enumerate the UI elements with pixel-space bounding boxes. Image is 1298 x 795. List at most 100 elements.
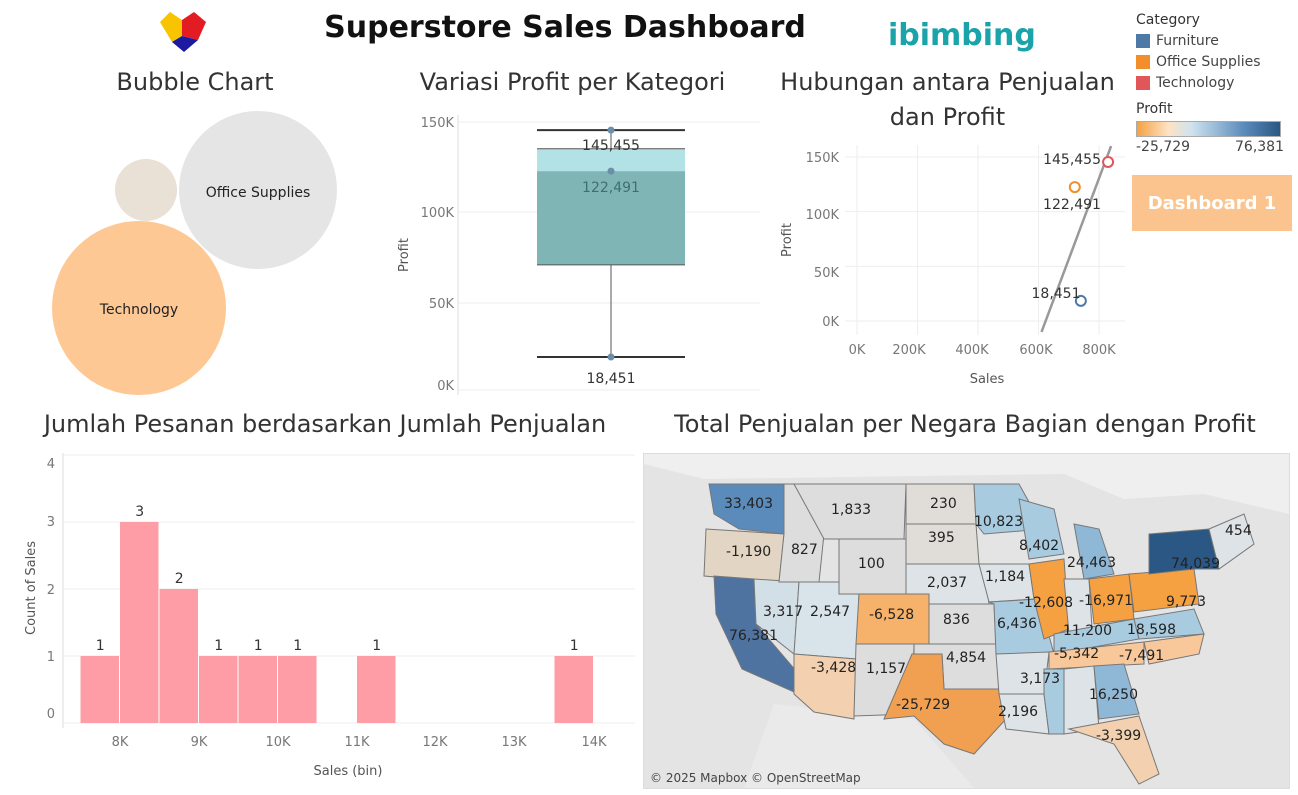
scatter-label-office-supplies: 122,491 [1043,197,1101,213]
x-tick: 11K [344,735,370,750]
state-WA[interactable] [708,483,790,535]
state-label: 454 [1225,523,1252,539]
x-tick: 14K [581,735,607,750]
scatter-chart: 150K 100K 50K 0K 0K 200K 400K 600K 800K … [780,145,1125,387]
x-tick: 800K [1082,343,1116,358]
histogram-bar-label: 1 [96,638,105,654]
bubble-office-supplies[interactable] [179,111,337,269]
bubble-label-technology: Technology [99,302,178,318]
state-GA[interactable] [1093,663,1140,720]
scatter-point-furniture[interactable] [1074,294,1087,307]
histogram-bar[interactable] [159,589,199,723]
boxplot-point-1[interactable] [607,167,615,175]
profit-legend-title: Profit [1136,101,1173,117]
y-tick: 50K [429,297,455,312]
state-TN[interactable] [1048,641,1145,670]
scatter-point-technology[interactable] [1102,155,1115,168]
y-tick: 0K [822,315,839,330]
dashboard-title: Superstore Sales Dashboard [324,10,806,45]
histogram-y-axis-label: Count of Sales [24,541,39,635]
profit-legend-max: 76,381 [1235,139,1284,155]
company-logo [158,10,208,55]
profit-legend-min: -25,729 [1136,139,1191,155]
scatter-grid [845,145,1125,335]
histogram-bar-label: 1 [570,638,579,654]
state-FL[interactable] [1067,715,1160,785]
y-tick: 4 [47,457,55,472]
usa-map[interactable]: 33,403 1,833 230 10,823 -1,190 827 395 8… [643,453,1290,789]
boxplot-lower-box[interactable] [537,171,685,265]
state-label: 827 [791,542,818,558]
bubble-technology[interactable] [52,221,226,395]
boxplot-chart: 150K 100K 50K 0K Profit 145,455 122,491 … [397,115,760,395]
boxplot-title: Variasi Profit per Kategori [419,68,726,96]
state-label: 2,547 [810,604,851,620]
x-tick: 0K [849,343,866,358]
map-attribution[interactable]: © 2025 Mapbox © OpenStreetMap [650,771,861,785]
state-label: -16,971 [1079,593,1134,609]
state-WI[interactable] [1018,498,1065,560]
state-MS[interactable] [1043,668,1065,735]
scatter-y-axis-label: Profit [780,223,795,257]
state-AZ[interactable] [793,653,857,720]
x-tick: 600K [1019,343,1053,358]
scatter-trend-line [1040,145,1113,333]
state-label: 3,317 [763,604,804,620]
bubble-furniture[interactable] [115,159,177,221]
y-tick: 100K [421,206,455,221]
histogram-bar[interactable] [357,656,396,723]
state-label: 74,039 [1171,556,1220,572]
scatter-point-office-supplies[interactable] [1068,181,1081,194]
state-label: -6,528 [869,607,915,623]
histogram-bar-label: 3 [135,504,144,520]
legend-item-office-supplies[interactable]: Office Supplies [1136,51,1296,72]
state-label: 4,854 [946,650,987,666]
state-NY[interactable] [1148,528,1220,575]
legend-item-label: Technology [1156,74,1235,91]
y-tick: 1 [47,650,55,665]
histogram-bar[interactable] [120,522,159,723]
category-legend: Category Furniture Office Supplies Techn… [1136,12,1296,155]
scatter-marks [1040,145,1115,333]
state-label: 8,402 [1019,538,1060,554]
canada-landmass [644,454,1289,514]
x-tick: 12K [422,735,448,750]
histogram-bar[interactable] [238,656,278,723]
legend-item-technology[interactable]: Technology [1136,72,1296,93]
histogram-bar[interactable] [278,656,317,723]
histogram-bar-label: 1 [254,638,263,654]
map-state-labels: 33,403 1,833 230 10,823 -1,190 827 395 8… [644,454,1289,788]
state-label: -25,729 [896,697,951,713]
state-label: -3,428 [811,660,857,676]
histogram-bar[interactable] [80,656,120,723]
state-VA[interactable] [1133,608,1205,640]
boxplot-upper-box[interactable] [537,148,685,172]
boxplot-label-mid: 122,491 [582,180,640,196]
state-label: 33,403 [724,496,773,512]
boxplot-marks [537,126,685,361]
legend-item-furniture[interactable]: Furniture [1136,30,1296,51]
x-tick: 200K [892,343,926,358]
x-tick: 13K [501,735,527,750]
boxplot-point-0[interactable] [607,126,615,134]
state-label: 24,463 [1067,555,1116,571]
state-MI[interactable] [1073,523,1115,580]
boxplot-label-max: 145,455 [582,138,640,154]
state-label: 76,381 [729,628,778,644]
state-label: 836 [943,612,970,628]
state-label: 395 [928,530,955,546]
histogram-bar[interactable] [199,656,238,723]
y-tick: 2 [47,583,55,598]
boxplot-point-2[interactable] [607,353,615,361]
y-tick: 0K [437,379,454,394]
histogram-bar[interactable] [554,656,594,723]
y-tick: 100K [806,208,840,223]
dashboard-1-button[interactable]: Dashboard 1 [1132,175,1292,231]
state-NC[interactable] [1143,633,1205,665]
mexico-landmass [744,704,974,788]
state-TX[interactable] [883,653,1007,755]
state-NE-region[interactable] [1208,513,1255,570]
y-tick: 0 [47,707,55,722]
scatter-x-axis-label: Sales [970,372,1005,387]
legend-item-label: Office Supplies [1156,53,1261,70]
